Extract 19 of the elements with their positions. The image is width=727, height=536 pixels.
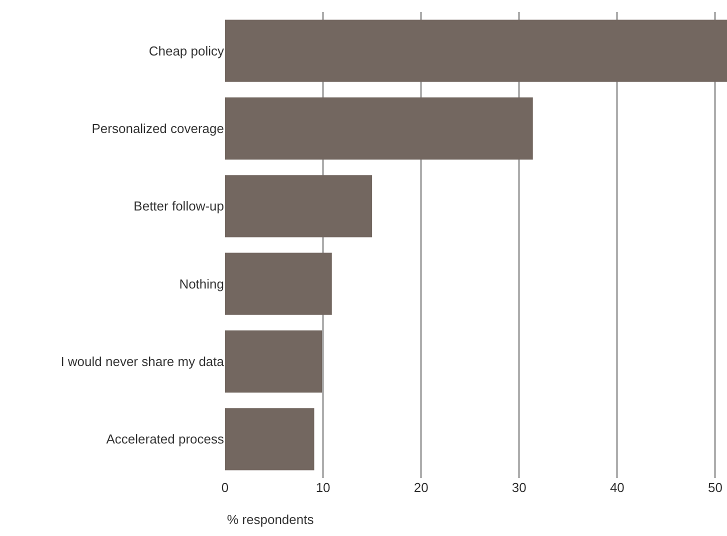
bar — [225, 20, 727, 82]
y-tick-label: Better follow-up — [134, 198, 224, 214]
x-tick-label: 0 — [221, 480, 229, 495]
x-tick-label: 50 — [708, 480, 722, 495]
y-tick-label: Personalized coverage — [92, 121, 224, 136]
bar — [225, 330, 322, 393]
bar — [225, 175, 372, 238]
x-tick-label: 30 — [512, 480, 526, 495]
x-tick-label: 20 — [414, 480, 428, 495]
y-tick-label: I would never share my data — [60, 354, 225, 370]
y-tick-label: Nothing — [179, 276, 224, 292]
y-tick-label: Cheap policy — [148, 43, 224, 58]
x-axis-title: % respondents — [227, 512, 314, 527]
y-tick-label: Accelerated process — [106, 432, 224, 447]
bar — [225, 252, 332, 315]
bar — [225, 97, 533, 160]
x-tick-label: 10 — [316, 480, 330, 495]
x-tick-label: 40 — [610, 480, 624, 495]
bar — [225, 408, 314, 470]
